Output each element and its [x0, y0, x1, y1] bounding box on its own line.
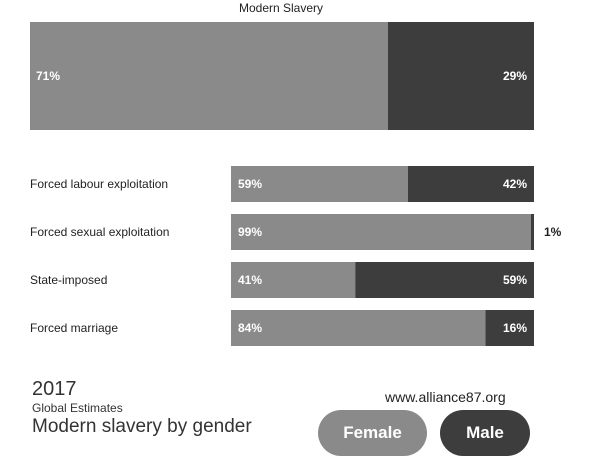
footer-subtitle: Global Estimates — [32, 401, 123, 415]
total-male-bar — [387, 22, 534, 130]
male-bar — [355, 262, 534, 298]
male-value-label: 59% — [503, 273, 527, 287]
male-value-label: 1% — [544, 225, 562, 239]
legend-female-button[interactable]: Female — [318, 410, 427, 456]
female-bar — [231, 262, 356, 298]
total-male-label: 29% — [503, 69, 527, 83]
category-label: State-imposed — [30, 273, 107, 287]
total-female-bar — [30, 22, 388, 130]
female-bar — [231, 214, 531, 250]
female-value-label: 84% — [238, 321, 262, 335]
male-bar — [485, 310, 534, 346]
male-bar — [530, 214, 534, 250]
male-value-label: 42% — [503, 177, 527, 191]
total-female-label: 71% — [36, 69, 60, 83]
category-label: Forced marriage — [30, 321, 118, 335]
footer-title: Modern slavery by gender — [32, 416, 252, 437]
female-value-label: 99% — [238, 225, 262, 239]
male-value-label: 16% — [503, 321, 527, 335]
female-value-label: 41% — [238, 273, 262, 287]
footer-url[interactable]: www.alliance87.org — [385, 389, 506, 405]
category-label: Forced sexual exploitation — [30, 225, 169, 239]
category-label: Forced labour exploitation — [30, 177, 168, 191]
female-bar — [231, 310, 486, 346]
female-value-label: 59% — [238, 177, 262, 191]
footer-year: 2017 — [32, 378, 77, 400]
legend-male-button[interactable]: Male — [440, 410, 530, 456]
chart-title: Modern Slavery — [239, 1, 323, 15]
male-bar — [408, 166, 534, 202]
female-bar — [231, 166, 408, 202]
